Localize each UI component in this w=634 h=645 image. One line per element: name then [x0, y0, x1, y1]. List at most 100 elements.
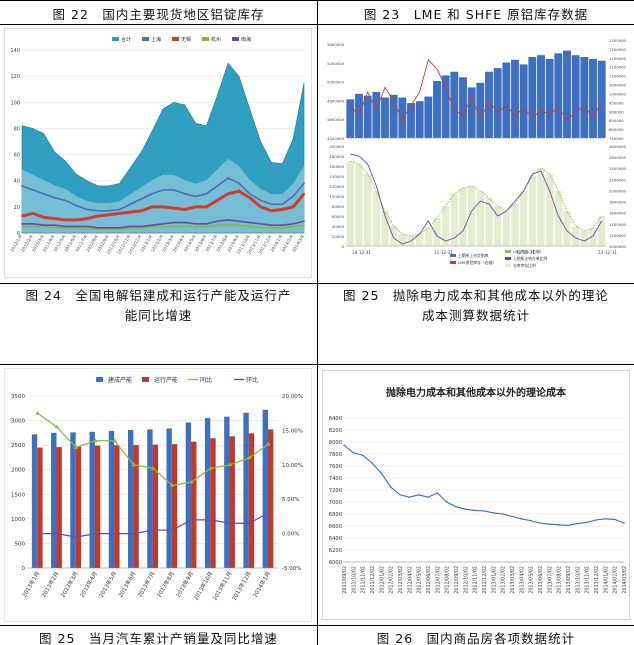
series-point	[86, 217, 88, 220]
point-yoy	[150, 465, 156, 470]
bottom-bar	[467, 186, 476, 246]
x-tick-label: 2012/02/02	[389, 566, 395, 594]
series-point	[270, 209, 273, 212]
series-point	[303, 182, 305, 185]
x-tick-label: 2012/06/02	[426, 566, 432, 594]
x-tick-label: 2014/02/02	[613, 566, 619, 594]
y-tick-label: 60	[14, 153, 20, 159]
series-point	[151, 205, 154, 208]
y2-tick-label: 20.00%	[282, 394, 303, 400]
series-point	[42, 225, 45, 228]
bar-built-capacity	[128, 429, 134, 568]
point-yoy	[54, 424, 60, 429]
bar-running-capacity	[248, 433, 255, 568]
top-y-right-tick: 1150000	[609, 65, 626, 70]
caption-fig24-line2: 能同比增速	[124, 308, 193, 323]
legend-swatch	[505, 264, 511, 267]
y-tick-label: 6800	[329, 512, 342, 518]
chart-frame	[320, 28, 632, 280]
x-tick-label: 2011/09/02	[342, 566, 348, 594]
series-point	[270, 226, 273, 229]
bottom-x-tick-label: 11-12-31	[434, 250, 453, 255]
bar-running-capacity	[75, 446, 82, 568]
series-point	[129, 211, 132, 213]
series-point	[417, 494, 420, 496]
bottom-y-left-tick: 160000	[330, 164, 345, 169]
series-point	[162, 222, 164, 225]
series-point	[511, 515, 513, 518]
point-yoy	[266, 441, 271, 446]
y2-tick-label: 0.00%	[282, 532, 299, 538]
series-point	[21, 225, 23, 228]
series-point	[248, 225, 251, 228]
x-tick-label: 2013/07/02	[547, 566, 553, 594]
series-point	[107, 209, 110, 212]
bottom-y-left-tick: 60000	[332, 214, 345, 219]
bottom-bar	[493, 206, 502, 246]
top-bar	[355, 93, 363, 138]
grid-row2-divider	[0, 283, 634, 284]
series-point	[292, 225, 295, 228]
bottom-bar	[545, 174, 554, 246]
series-point	[548, 523, 551, 525]
bottom-bar	[485, 198, 493, 246]
top-bar	[450, 71, 459, 138]
point-yoy	[73, 445, 79, 450]
series-point	[64, 199, 67, 202]
top-y-right-tick: 1250000	[609, 47, 626, 52]
legend-label: 杭州	[211, 36, 221, 43]
legend-label: 南海	[241, 36, 251, 43]
bottom-bar	[441, 206, 450, 246]
series-point	[205, 222, 208, 225]
chart-fig25b: 0 500 1000 1500 2000 2500 3000 3500 -5.00% 0.00% 5…	[3, 367, 313, 623]
top-y-left-tick: 5200000	[327, 61, 344, 66]
legend-swatch	[112, 37, 119, 41]
series-point	[623, 522, 625, 524]
top-y-left-tick: 4600000	[327, 117, 344, 122]
series-point	[140, 225, 143, 228]
x-tick-label: 2012/08/02	[445, 566, 451, 594]
y-tick-label: 20	[14, 205, 20, 211]
series-point	[86, 208, 88, 211]
series-point	[216, 185, 219, 187]
bottom-bar	[459, 188, 467, 246]
top-bar	[424, 96, 433, 138]
series-point	[42, 224, 45, 227]
point-yoy	[246, 455, 252, 460]
bottom-bar	[571, 226, 580, 246]
bottom-bar	[597, 216, 606, 246]
y-tick-label: 7600	[329, 464, 342, 470]
series-point	[238, 190, 240, 193]
top-bar	[398, 97, 407, 138]
series-point	[585, 521, 588, 524]
series-point	[539, 522, 541, 524]
series-point	[64, 225, 67, 228]
y-tick-label: 7000	[329, 500, 342, 506]
bottom-y-right-tick: 1800000	[609, 200, 626, 205]
caption-fig25a-line2: 成本测算数据统计	[421, 308, 530, 323]
series-point	[194, 222, 197, 225]
caption-fig23: 图 23 LME 和 SHFE 原铝库存数据	[363, 7, 589, 22]
series-point	[151, 192, 154, 195]
series-point	[183, 221, 186, 224]
top-y-left-tick: 4400000	[327, 136, 344, 141]
bottom-bar	[537, 168, 545, 246]
bar-running-capacity	[229, 436, 235, 568]
series-point	[97, 209, 99, 212]
x-tick-label: 2012/10/02	[463, 566, 469, 594]
bar-built-capacity	[243, 412, 249, 568]
series-point	[97, 226, 99, 229]
legend-swatch	[202, 37, 209, 41]
top-bar	[346, 99, 355, 138]
series-point	[238, 224, 240, 227]
caption-fig25a-line1: 图 25 抛除电力成本和其他成本以外的理论	[343, 288, 609, 303]
series-point	[389, 486, 392, 488]
caption-fig25a: 图 25 抛除电力成本和其他成本以外的理论 成本测算数据统计	[318, 286, 634, 326]
point-yoy	[93, 438, 98, 443]
series-point	[194, 225, 197, 228]
series-point	[205, 225, 208, 228]
series-point	[529, 519, 532, 522]
series-point	[194, 195, 197, 198]
series-point	[107, 228, 110, 230]
